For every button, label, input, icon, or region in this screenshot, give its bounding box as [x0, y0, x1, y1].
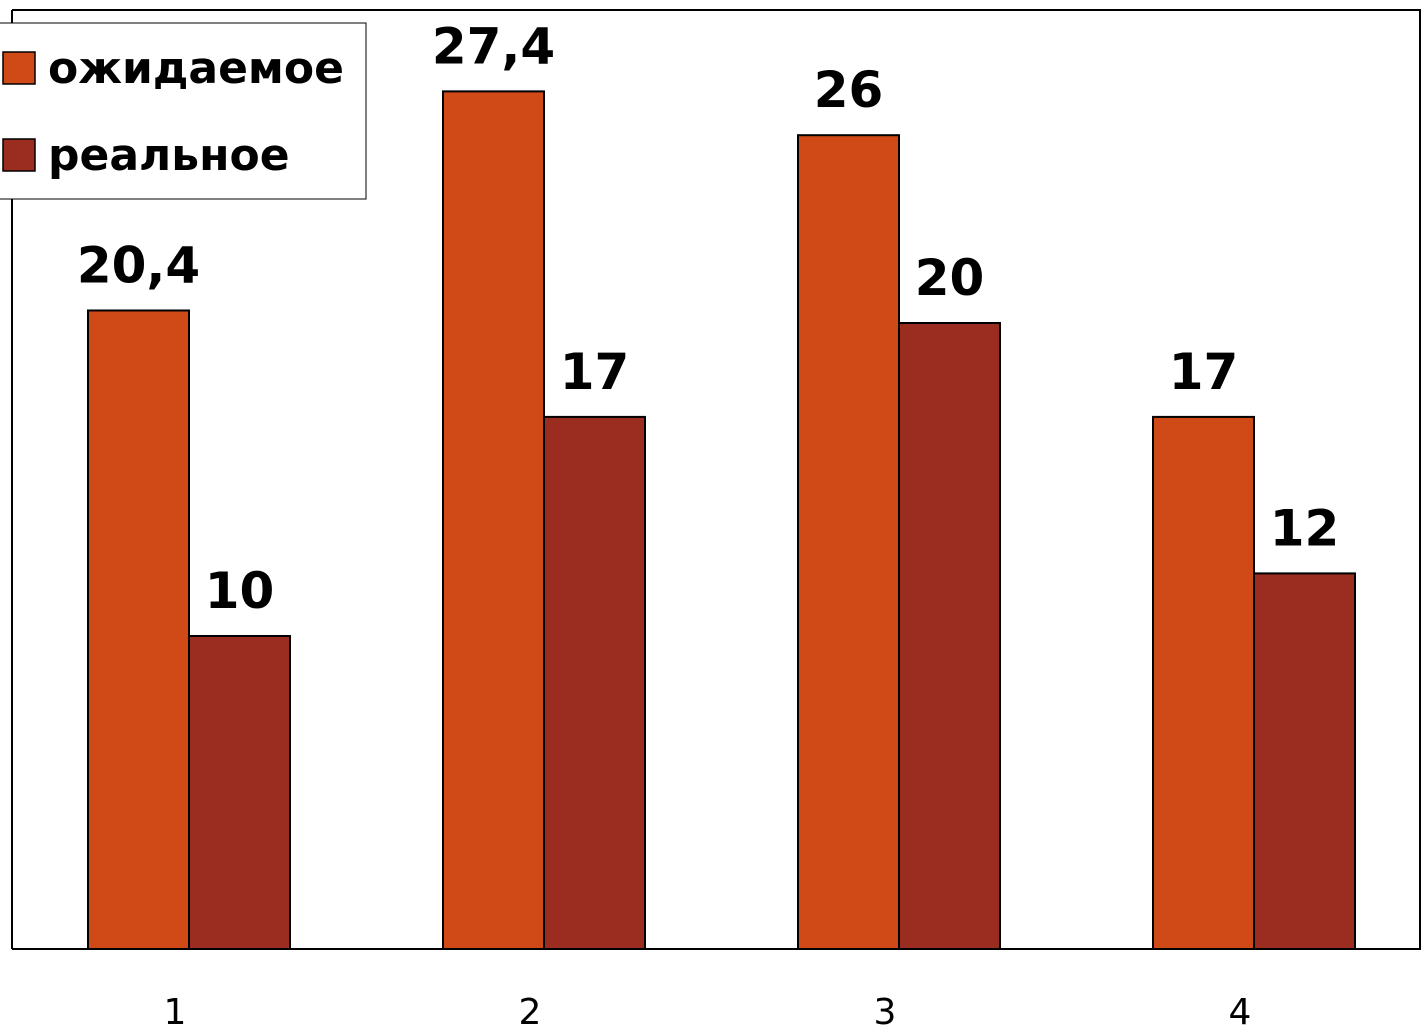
x-tick-label-1: 1	[164, 992, 187, 1026]
bar-actual-2	[543, 415, 646, 950]
data-label-actual-3: 20	[915, 249, 985, 307]
data-label-expected-1: 20,4	[77, 236, 200, 294]
x-tick-label-2: 2	[519, 992, 542, 1026]
legend-label-expected: ожидаемое	[48, 43, 344, 94]
bar-expected-4	[1152, 415, 1255, 950]
x-axis-tick-labels: 1 2 3 4	[164, 992, 1252, 1026]
bar-actual-1	[188, 635, 291, 950]
legend-label-actual: реальное	[48, 130, 290, 181]
bar-actual-3	[898, 322, 1001, 950]
bars-layer	[87, 90, 1356, 951]
bar-expected-1	[87, 309, 190, 951]
data-label-expected-4: 17	[1169, 343, 1239, 401]
data-label-actual-2: 17	[560, 343, 630, 401]
x-tick-label-3: 3	[874, 992, 897, 1026]
bar-actual-4	[1253, 572, 1356, 951]
data-labels-layer: 20,4 10 27,4 17 26 20 17 12	[77, 17, 1339, 620]
bar-expected-2	[442, 90, 545, 950]
data-label-expected-3: 26	[814, 61, 884, 119]
data-label-expected-2: 27,4	[432, 17, 555, 75]
data-label-actual-4: 12	[1270, 499, 1340, 557]
data-label-actual-1: 10	[205, 562, 275, 620]
legend-swatch-actual	[2, 138, 36, 172]
legend: ожидаемое реальное	[0, 22, 367, 200]
legend-swatch-expected	[2, 51, 36, 85]
legend-box	[0, 22, 367, 200]
bar-expected-3	[797, 134, 900, 950]
x-tick-label-4: 4	[1229, 992, 1252, 1026]
